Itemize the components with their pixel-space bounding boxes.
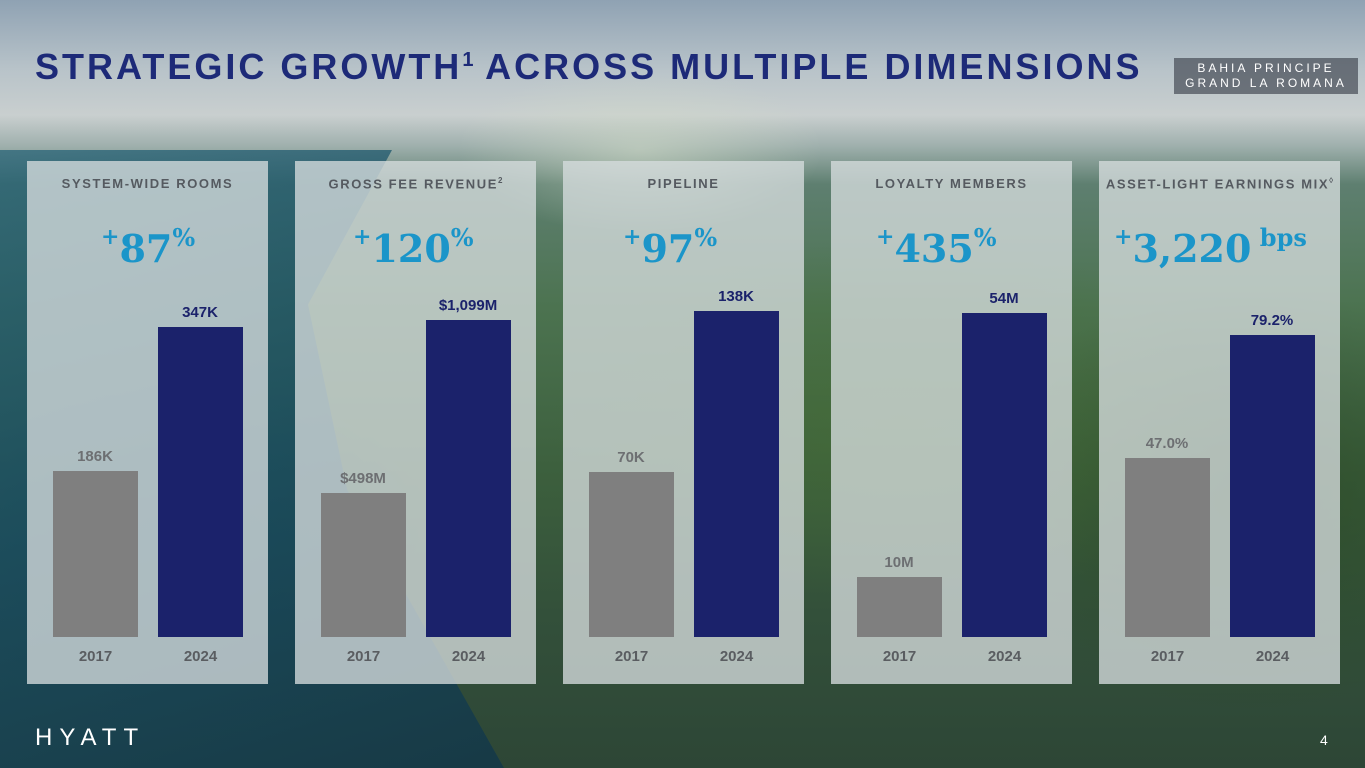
- panel-title: ASSET-LIGHT EARNINGS MIX◊: [1099, 176, 1340, 191]
- growth-stat: +3,220 bps: [1114, 223, 1307, 271]
- x-tick-label: 2024: [451, 648, 486, 665]
- x-tick-label: 2024: [719, 648, 754, 665]
- x-tick-label: 2024: [183, 648, 218, 665]
- x-tick-label: 2017: [1150, 648, 1185, 665]
- bar-value-label: 47.0%: [1145, 435, 1189, 452]
- bar-value-label: $1,099M: [438, 297, 498, 314]
- growth-unit: %: [172, 223, 196, 252]
- x-tick-label: 2024: [987, 648, 1022, 665]
- bar-2024: [1230, 335, 1315, 637]
- growth-sign: +: [623, 224, 642, 250]
- growth-stat: +435%: [876, 223, 997, 271]
- bar-2017: [1125, 458, 1210, 637]
- growth-num: 87: [119, 226, 173, 271]
- growth-num: 3,220: [1132, 226, 1252, 271]
- x-tick-label: 2024: [1255, 648, 1290, 665]
- title-footnote-marker: 1: [462, 49, 474, 71]
- chart-panel: PIPELINE +97% 70K 2017 138K 2024: [563, 161, 804, 684]
- panel-title-text: LOYALTY MEMBERS: [875, 176, 1028, 191]
- panel-title-text: SYSTEM-WIDE ROOMS: [61, 176, 234, 191]
- panel-title: SYSTEM-WIDE ROOMS: [27, 176, 268, 191]
- panel-title: PIPELINE: [563, 176, 804, 191]
- x-tick-label: 2017: [882, 648, 917, 665]
- growth-sign: +: [1114, 224, 1133, 250]
- growth-sign: +: [353, 224, 372, 250]
- chart-panel: LOYALTY MEMBERS +435% 10M 2017 54M 2024: [831, 161, 1072, 684]
- title-rest: ACROSS MULTIPLE DIMENSIONS: [473, 46, 1143, 87]
- bar-2024: [426, 320, 511, 637]
- growth-unit: %: [973, 223, 997, 252]
- bar-2017: [589, 472, 674, 637]
- bar-value-label: 79.2%: [1250, 312, 1294, 329]
- bar-2024: [158, 327, 243, 637]
- growth-sign: +: [101, 224, 120, 250]
- growth-sign: +: [876, 224, 895, 250]
- bar-value-label: 10M: [884, 554, 914, 571]
- growth-num: 97: [641, 226, 695, 271]
- x-tick-label: 2017: [78, 648, 113, 665]
- panel-title: LOYALTY MEMBERS: [831, 176, 1072, 191]
- panel-title-text: ASSET-LIGHT EARNINGS MIX: [1105, 176, 1330, 192]
- chart-panel: ASSET-LIGHT EARNINGS MIX◊ +3,220 bps 47.0%…: [1099, 161, 1340, 684]
- panel-title: GROSS FEE REVENUE2: [295, 176, 536, 191]
- panel-title-text: GROSS FEE REVENUE: [328, 176, 499, 192]
- chart-panel: GROSS FEE REVENUE2 +120% $498M 2017 $1,099M 2…: [295, 161, 536, 684]
- growth-stat: +120%: [353, 223, 474, 271]
- growth-unit: %: [450, 223, 474, 252]
- bar-value-label: $498M: [340, 470, 386, 487]
- location-badge: BAHIA PRINCIPE GRAND LA ROMANA: [1174, 58, 1358, 94]
- bar-2017: [321, 493, 406, 637]
- bar-value-label: 70K: [617, 449, 645, 466]
- growth-unit: bps: [1251, 223, 1307, 252]
- growth-num: 435: [894, 226, 974, 271]
- bar-value-label: 347K: [182, 304, 218, 321]
- x-tick-label: 2017: [614, 648, 649, 665]
- slide-title: STRATEGIC GROWTH1 ACROSS MULTIPLE DIMENS…: [35, 46, 1142, 88]
- panel-title-footnote: ◊: [1329, 176, 1334, 185]
- growth-stat: +87%: [101, 223, 195, 271]
- growth-stat: +97%: [623, 223, 717, 271]
- growth-num: 120: [371, 226, 451, 271]
- growth-unit: %: [694, 223, 718, 252]
- panel-title-footnote: 2: [498, 176, 503, 185]
- location-line-1: BAHIA PRINCIPE: [1197, 61, 1335, 75]
- location-line-2: GRAND LA ROMANA: [1185, 76, 1347, 90]
- bar-2017: [857, 577, 942, 637]
- chart-panel: SYSTEM-WIDE ROOMS +87% 186K 2017 347K 2024: [27, 161, 268, 684]
- bar-value-label: 186K: [77, 448, 113, 465]
- bar-2024: [962, 313, 1047, 637]
- panel-title-text: PIPELINE: [647, 176, 720, 191]
- bar-value-label: 138K: [718, 288, 754, 305]
- hyatt-logo: HYATT: [35, 724, 146, 751]
- page-number: 4: [1320, 732, 1328, 748]
- bar-value-label: 54M: [989, 290, 1019, 307]
- title-main: STRATEGIC GROWTH: [35, 46, 463, 87]
- x-tick-label: 2017: [346, 648, 381, 665]
- bar-2017: [53, 471, 138, 637]
- bar-2024: [694, 311, 779, 637]
